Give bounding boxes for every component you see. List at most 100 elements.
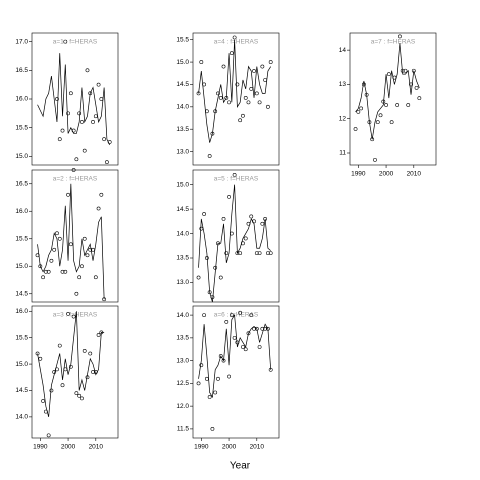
observed-point: [229, 51, 234, 56]
observed-point: [384, 103, 388, 107]
observed-point: [43, 269, 48, 274]
observed-point: [99, 97, 104, 101]
observed-point: [204, 256, 209, 260]
observed-point: [224, 251, 229, 256]
y-tick-label: 16.0: [15, 96, 28, 103]
y-tick-label: 12: [339, 115, 347, 122]
observed-point: [60, 128, 65, 133]
strip-label: a=7 : f=HERAS: [371, 39, 416, 46]
observed-point: [91, 120, 95, 124]
observed-point: [232, 172, 237, 177]
observed-point: [406, 103, 411, 107]
observed-point: [38, 264, 43, 269]
observed-point: [207, 290, 212, 295]
observed-point: [249, 87, 254, 91]
observed-point: [71, 168, 76, 172]
observed-point: [252, 219, 256, 224]
strip-label: a=3 : f=HERAS: [53, 312, 98, 319]
strip-label: a=1 : f=HERAS: [53, 39, 98, 46]
y-tick-label: 13.5: [176, 335, 189, 342]
observed-point: [218, 275, 223, 280]
y-tick-label: 15.0: [176, 181, 189, 188]
observed-point: [82, 148, 87, 153]
observed-point: [392, 75, 397, 80]
observed-point: [102, 137, 107, 142]
x-tick-label: 2010: [407, 171, 422, 178]
y-tick-label: 14.5: [15, 290, 28, 297]
x-tick-label: 1990: [351, 171, 366, 178]
observed-point: [221, 358, 226, 363]
observed-point: [235, 82, 240, 87]
fitted-line: [37, 311, 105, 417]
observed-point: [202, 212, 206, 216]
observed-point: [77, 111, 82, 116]
observed-point: [229, 313, 234, 318]
observed-point: [260, 326, 265, 331]
observed-point: [213, 390, 218, 395]
observed-point: [266, 251, 270, 256]
fitted-line: [37, 183, 105, 300]
observed-point: [66, 192, 70, 197]
observed-point: [49, 258, 54, 263]
observed-point: [57, 236, 62, 241]
y-tick-label: 15.0: [15, 153, 28, 160]
observed-point: [207, 154, 212, 158]
observed-point: [216, 241, 220, 246]
observed-point: [268, 367, 273, 372]
observed-point: [93, 370, 98, 374]
observed-point: [254, 251, 259, 256]
fitted-line: [355, 43, 420, 140]
panel-frame: [31, 305, 119, 439]
x-tick-label: 2010: [250, 444, 265, 451]
observed-point: [96, 82, 101, 87]
observed-point: [60, 269, 65, 274]
fitted-line: [198, 39, 271, 143]
observed-point: [232, 35, 237, 40]
observed-point: [257, 345, 262, 349]
observed-point: [221, 64, 226, 69]
panel-frame: [349, 32, 437, 166]
observed-point: [252, 69, 256, 73]
observed-point: [257, 100, 262, 105]
observed-point: [196, 91, 201, 96]
observed-point: [229, 231, 234, 236]
y-tick-label: 16.0: [15, 208, 28, 215]
observed-point: [74, 157, 79, 162]
observed-point: [71, 314, 76, 319]
observed-point: [263, 78, 268, 82]
observed-point: [80, 396, 84, 401]
y-tick-label: 11.5: [177, 426, 190, 433]
observed-point: [241, 241, 245, 246]
observed-point: [246, 100, 251, 105]
y-tick-label: 16.5: [15, 67, 28, 74]
observed-point: [49, 388, 54, 393]
observed-point: [249, 214, 254, 219]
observed-point: [57, 343, 62, 348]
observed-point: [96, 333, 101, 337]
observed-point: [85, 375, 90, 380]
observed-point: [196, 275, 201, 280]
observed-point: [373, 157, 377, 162]
y-tick-label: 13.0: [176, 279, 189, 286]
observed-point: [199, 363, 204, 368]
x-tick-label: 2000: [222, 444, 237, 451]
observed-point: [395, 103, 400, 107]
observed-point: [235, 251, 240, 256]
observed-point: [254, 91, 259, 96]
y-tick-label: 13.5: [176, 126, 189, 133]
observed-point: [353, 127, 358, 131]
observed-point: [43, 409, 48, 414]
observed-point: [356, 109, 361, 114]
observed-point: [398, 34, 402, 39]
observed-point: [210, 131, 215, 136]
observed-point: [238, 118, 243, 123]
observed-point: [66, 312, 70, 316]
observed-point: [414, 85, 419, 90]
observed-point: [417, 96, 422, 101]
observed-point: [46, 269, 51, 274]
y-tick-label: 13.0: [176, 357, 189, 364]
observed-point: [235, 340, 240, 345]
observed-point: [210, 295, 215, 300]
observed-point: [378, 113, 383, 118]
fitted-line: [198, 184, 271, 303]
